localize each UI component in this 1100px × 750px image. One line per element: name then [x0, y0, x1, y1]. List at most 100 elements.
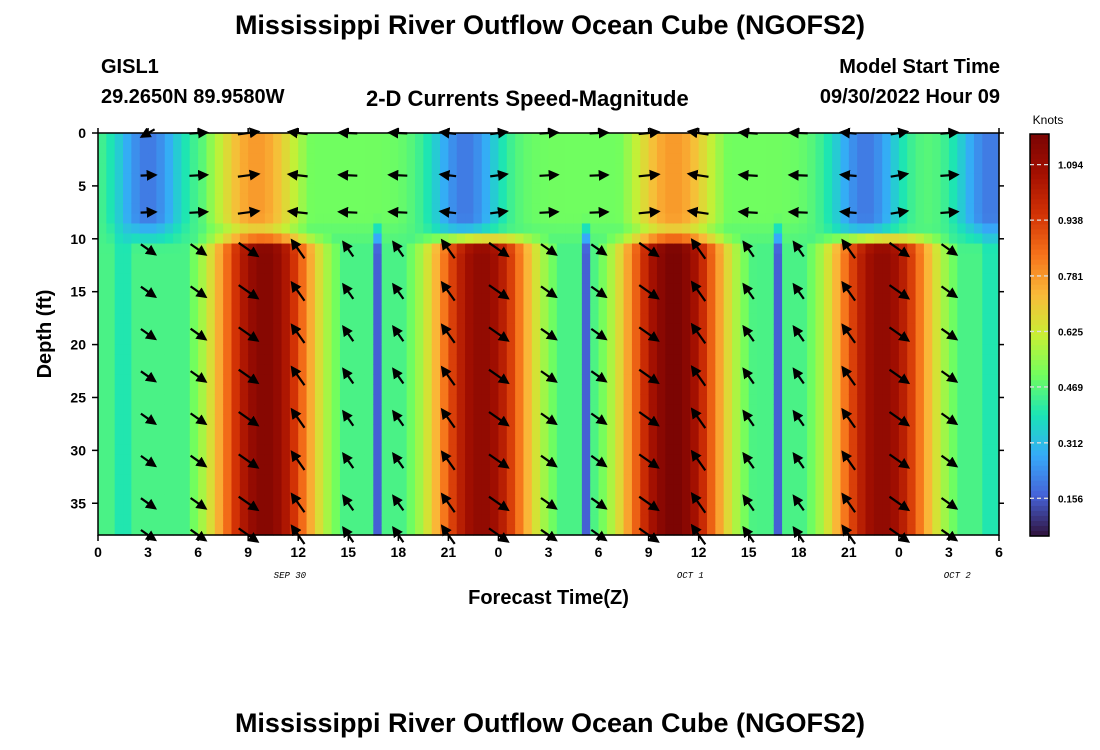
heatmap-cell [832, 384, 842, 395]
heatmap-cell [723, 424, 733, 436]
heatmap-cell [481, 524, 491, 536]
heatmap-cell [448, 464, 458, 476]
heatmap-cell [965, 464, 975, 476]
heatmap-cell [431, 283, 441, 295]
heatmap-cell [740, 474, 750, 486]
heatmap-cell [264, 364, 274, 375]
heatmap-cell [281, 394, 291, 405]
heatmap-cell [406, 293, 416, 305]
heatmap-cell [298, 153, 308, 164]
heatmap-cell [289, 213, 299, 225]
heatmap-cell [523, 364, 533, 375]
heatmap-cell [364, 213, 374, 225]
colorbar-frame [1029, 133, 1050, 537]
heatmap-cell [840, 424, 850, 436]
heatmap-cell [907, 233, 917, 245]
heatmap-cell [323, 424, 333, 436]
heatmap-cell [273, 273, 283, 285]
heatmap-cell [973, 494, 983, 506]
heatmap-cell [873, 163, 883, 174]
current-vector [189, 454, 208, 468]
heatmap-cell [473, 504, 483, 516]
heatmap-cell [531, 504, 541, 516]
heatmap-cell [98, 484, 107, 496]
heatmap-cell [957, 283, 967, 295]
heatmap-cell [757, 444, 766, 456]
heatmap-cell [181, 143, 191, 154]
heatmap-cell [957, 494, 967, 506]
heatmap-cell [531, 223, 541, 235]
heatmap-cell [106, 303, 116, 315]
heatmap-cell [773, 374, 783, 385]
heatmap-cell [531, 263, 541, 275]
heatmap-cell [673, 514, 683, 526]
current-vector [488, 411, 510, 427]
heatmap-cell [581, 183, 591, 194]
heatmap-cell [707, 233, 716, 245]
heatmap-cell [490, 374, 500, 385]
heatmap-cell [656, 163, 666, 174]
heatmap-cell [156, 183, 166, 194]
heatmap-cell [289, 384, 299, 395]
heatmap-cell [815, 133, 825, 144]
heatmap-cell [590, 384, 600, 395]
heatmap-cell [590, 424, 600, 436]
heatmap-cell [631, 153, 641, 164]
heatmap-cell [273, 163, 283, 174]
heatmap-cell [765, 504, 775, 516]
heatmap-cell [548, 213, 558, 225]
heatmap-cell [423, 303, 433, 315]
heatmap-cell [940, 484, 950, 496]
heatmap-cell [323, 504, 333, 516]
heatmap-cell [98, 514, 107, 526]
heatmap-cell [389, 504, 399, 516]
heatmap-cell [907, 153, 917, 164]
heatmap-cell [723, 153, 733, 164]
heatmap-cell [389, 344, 399, 355]
heatmap-cell [748, 374, 758, 385]
heatmap-cell [640, 313, 650, 325]
heatmap-cell [807, 153, 817, 164]
heatmap-cell [531, 313, 541, 325]
heatmap-cell [131, 323, 141, 335]
heatmap-cell [673, 434, 683, 446]
heatmap-cell [757, 233, 766, 245]
heatmap-cell [156, 394, 166, 405]
colorbar-segment [1030, 204, 1049, 210]
heatmap-cell [932, 434, 942, 446]
heatmap-cell [673, 404, 683, 415]
heatmap-cell [690, 263, 700, 275]
heatmap-cell [256, 524, 266, 536]
heatmap-cell [490, 354, 500, 365]
heatmap-cell [314, 283, 324, 295]
heatmap-cell [506, 223, 516, 235]
heatmap-cell [256, 133, 266, 144]
heatmap-cell [548, 223, 558, 235]
heatmap-cell [281, 474, 291, 486]
heatmap-cell [798, 374, 808, 385]
heatmap-cell [415, 454, 424, 466]
heatmap-cell [214, 293, 224, 305]
heatmap-cell [339, 474, 349, 486]
heatmap-cell [565, 193, 575, 204]
station-id: GISL1 [101, 56, 159, 78]
heatmap-cell [540, 183, 550, 194]
heatmap-cell [273, 233, 283, 245]
heatmap-cell [381, 263, 391, 275]
heatmap-cell [932, 394, 942, 405]
heatmap-cell [164, 334, 174, 345]
heatmap-cell [615, 263, 625, 275]
heatmap-cell [857, 183, 867, 194]
heatmap-cell [506, 344, 516, 355]
heatmap-cell [473, 283, 483, 295]
colorbar-segment [1030, 174, 1049, 180]
heatmap-cell [673, 394, 683, 405]
heatmap-cell [698, 303, 708, 315]
heatmap-cell [531, 323, 541, 335]
heatmap-cell [364, 344, 374, 355]
heatmap-cell [548, 464, 558, 476]
heatmap-cell [681, 223, 691, 235]
heatmap-cell [732, 454, 741, 466]
heatmap-cell [581, 203, 591, 214]
heatmap-cell [882, 474, 892, 486]
